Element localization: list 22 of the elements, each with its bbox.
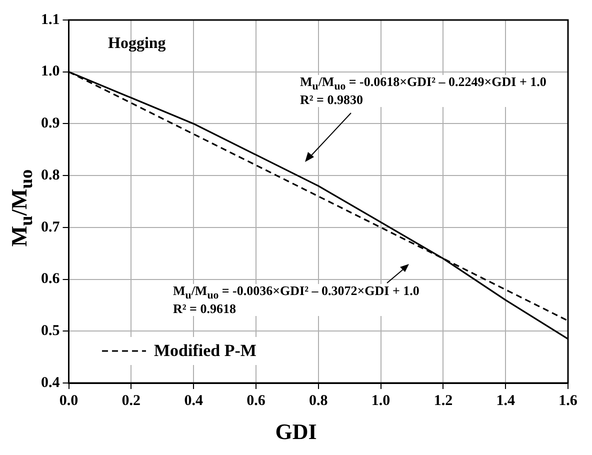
y-tick-label: 0.9 (41, 116, 60, 132)
x-tick-label: 1.6 (558, 392, 578, 409)
annotation: M$_{u}$/M$_{uo}$ = -0.0036×GDI² – 0.3072×GDI + 1.0 R² = 0.9618 (173, 283, 420, 316)
y-tick-label: 0.4 (41, 374, 60, 391)
y-tick-label: 1.0 (41, 64, 60, 80)
annotation: Hogging (108, 35, 166, 53)
y-tick-label: 1.1 (41, 12, 60, 28)
y-tick-label: 0.8 (41, 167, 60, 184)
x-axis-title: GDI (274, 418, 318, 444)
y-tick-label: 0.5 (41, 323, 60, 340)
legend-label: Modified P-M (154, 341, 256, 361)
x-tick-label: 0.2 (122, 392, 141, 409)
x-tick-label: 0.8 (309, 392, 328, 409)
x-tick-label: 1.2 (434, 392, 453, 409)
y-tick-label: 0.7 (41, 219, 60, 236)
x-tick-label: 0.0 (59, 392, 78, 409)
y-tick-label: 0.6 (41, 271, 60, 288)
x-tick-label: 1.0 (371, 392, 390, 409)
annotation: M$_{u}$/M$_{uo}$ = -0.0618×GDI² – 0.2249×GDI + 1.0 R² = 0.9830 (300, 74, 546, 107)
x-tick-label: 1.4 (496, 392, 516, 409)
x-tick-label: 0.6 (246, 392, 266, 409)
x-tick-label: 0.4 (184, 392, 204, 409)
